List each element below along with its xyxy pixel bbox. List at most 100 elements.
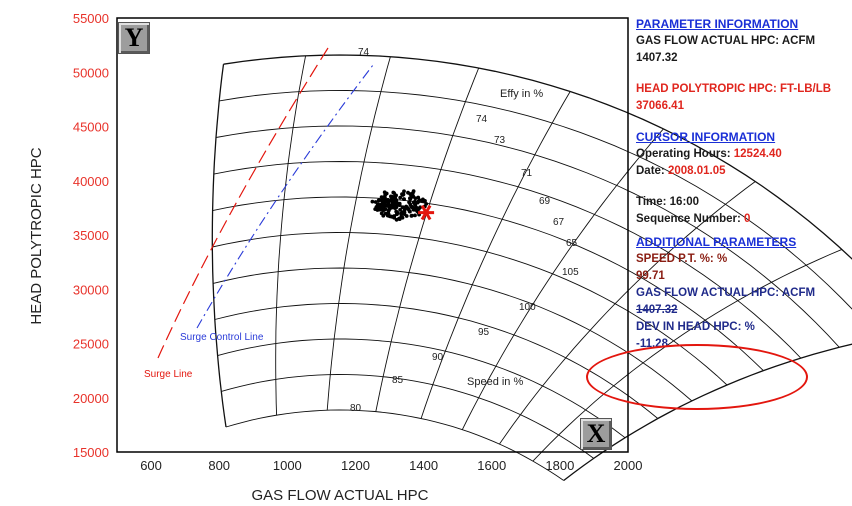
additional-params-header[interactable]: ADDITIONAL PARAMETERS [636,235,797,249]
y-tick-label: 45000 [73,120,109,135]
efficiency-value-label: 73 [494,135,506,146]
y-tick-labels: 15000 20000 25000 30000 35000 40000 45000 50000… [73,11,109,460]
operating-point [394,217,399,222]
operating-point [413,213,417,218]
speed-line [212,267,693,402]
x-tick-label: 2000 [614,458,643,473]
x-tick-label: 1400 [409,458,438,473]
x-tick-labels: 600 800 1000 1200 1400 1600 1800 2000 [140,458,642,473]
gas-flow2-label: GAS FLOW ACTUAL HPC: ACFM [636,287,816,299]
operating-point [386,200,391,205]
y-axis-label: HEAD POLYTROPIC HPC [28,147,45,324]
operating-point [413,206,418,211]
efficiency-line [275,55,307,416]
surge-line-label: Surge Line [144,369,193,380]
speed-value-label: 85 [392,375,404,386]
highlight-ellipse [586,344,808,410]
operating-point [402,189,406,194]
operating-point [375,203,380,208]
operating-point [373,207,378,212]
operating-point [401,197,406,202]
operating-point [398,195,403,200]
cursor-info-header[interactable]: CURSOR INFORMATION [636,130,776,144]
operating-point [391,190,396,195]
operating-point [397,217,402,222]
date-row: Date: 2008.01.05 [636,163,852,180]
x-tick-label: 600 [140,458,162,473]
efficiency-line [532,248,843,462]
operating-point [395,202,400,207]
speed-value: 99.71 [636,270,665,282]
sequence-value: 0 [744,213,751,225]
speed-label: Speed in % [467,376,523,388]
efficiency-value-label: 74 [358,47,370,58]
operating-point [384,198,389,202]
operating-point [387,205,392,209]
head-value: 37066.41 [636,100,684,112]
efficiency-value-label: 74 [476,114,488,125]
gas-flow-value: 1407.32 [636,52,678,64]
x-axis-label: GAS FLOW ACTUAL HPC [252,487,429,504]
operating-point [401,192,406,197]
y-tick-label: 55000 [73,11,109,26]
speed-line [217,338,626,439]
x-tick-label: 1000 [273,458,302,473]
speed-value-label: 90 [432,352,444,363]
operating-point [389,194,393,199]
operating-point [394,198,399,203]
operating-point [413,196,418,201]
operating-points [370,189,435,222]
operating-point [383,203,387,208]
x-tick-label: 1600 [477,458,506,473]
speed-line [219,90,852,310]
speed-line [225,409,564,481]
x-tick-label: 800 [208,458,230,473]
speed-label: SPEED P.T. %: % [636,253,728,265]
operating-point [390,205,395,210]
operating-point [379,206,384,210]
head-label: HEAD POLYTROPIC HPC: FT-LB/LB [636,83,832,95]
performance-grid [211,54,852,482]
speed-value-label: 95 [478,327,490,338]
y-tick-label: 25000 [73,337,109,352]
x-axis-button[interactable]: X [580,418,612,450]
operating-point [404,214,409,218]
sequence-label: Sequence Number: [636,213,744,225]
operating-point [404,205,409,210]
operating-point [376,207,381,212]
surge-control-line-label: Surge Control Line [180,332,264,343]
y-axis-button[interactable]: Y [118,22,150,54]
speed-line [215,125,840,348]
operating-point [407,200,411,205]
x-tick-label: 1800 [545,458,574,473]
efficiency-line [461,128,664,430]
y-tick-label: 35000 [73,228,109,243]
date-value: 2008.01.05 [667,165,726,177]
time-row: Time: 16:00 [636,196,700,208]
sequence-row: Sequence Number: 0 [636,211,852,228]
operating-point [422,199,426,203]
efficiency-value-label: 65 [566,238,578,249]
operating-hours-label: Operating Hours: [636,148,734,160]
operating-point [409,193,414,198]
speed-value-label: 105 [562,267,579,278]
operating-point [401,211,406,216]
efficiency-line [375,67,480,412]
operating-point [398,208,402,212]
operating-point [409,214,414,218]
operating-point [407,209,412,214]
operating-point [409,204,414,209]
parameter-info-header[interactable]: PARAMETER INFORMATION [636,17,799,31]
operating-point [408,197,413,202]
efficiency-line [326,56,391,411]
efficiency-label: Effy in % [500,88,543,100]
plot-frame [116,17,629,453]
speed-line [213,161,802,359]
cursor-marker[interactable] [418,204,435,221]
operating-point [382,195,387,200]
operating-point [393,195,397,200]
speed-value-label: 100 [519,302,536,313]
y-tick-label: 50000 [73,65,109,80]
dev-head-label: DEV IN HEAD HPC: % [636,321,755,333]
